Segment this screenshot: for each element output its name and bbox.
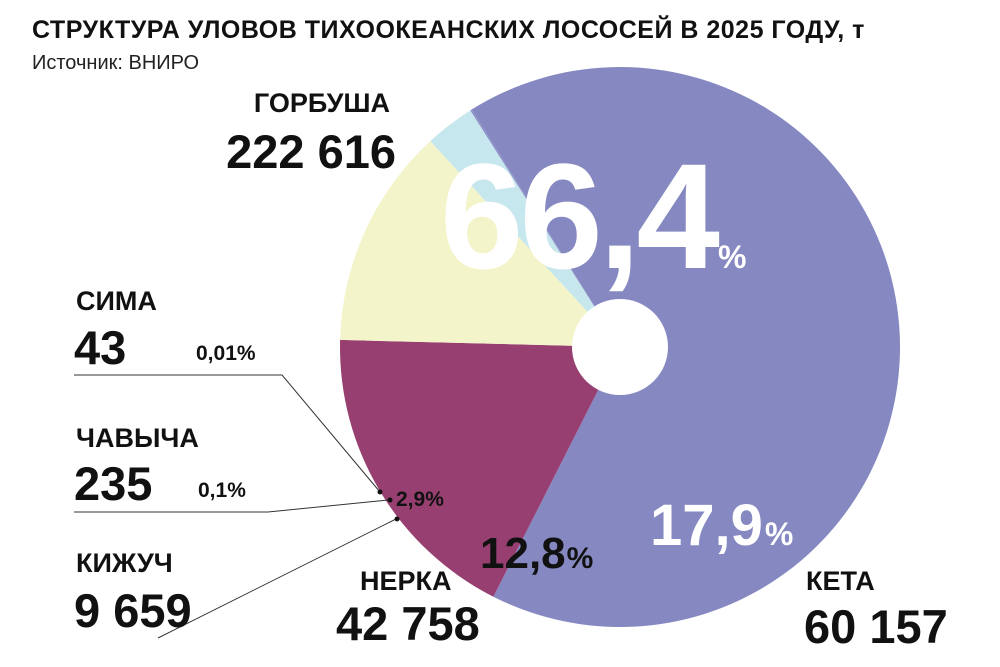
leader-dot-kizhuch xyxy=(394,516,400,522)
pie-slice-2 xyxy=(340,141,620,347)
label-chavycha-name: ЧАВЫЧА xyxy=(76,423,199,453)
label-gorbusha-value: 222 616 xyxy=(226,125,396,178)
pct-nerka: 12,8% xyxy=(480,529,593,578)
pct-kizhuch: 2,9% xyxy=(396,488,444,511)
label-sima-value: 43 xyxy=(74,321,126,374)
pie-center-hole xyxy=(572,299,668,395)
leader-line-kizhuch xyxy=(157,517,399,639)
pie-slice-3 xyxy=(430,110,620,347)
chart-title: СТРУКТУРА УЛОВОВ ТИХООКЕАНСКИХ ЛОСОСЕЙ В… xyxy=(32,16,865,44)
label-gorbusha-name: ГОРБУША xyxy=(254,88,390,118)
leader-dot-chavycha xyxy=(387,497,393,503)
label-keta-name: КЕТА xyxy=(806,566,875,596)
label-kizhuch-value: 9 659 xyxy=(74,584,192,637)
leader-line-sima xyxy=(74,374,381,493)
pie-slice-1 xyxy=(340,339,620,597)
label-keta-value: 60 157 xyxy=(804,600,948,653)
label-chavycha-value: 235 xyxy=(74,457,152,510)
pct-keta: 17,9% xyxy=(650,493,793,558)
label-chavycha-pct: 0,1% xyxy=(198,479,246,502)
label-sima-pct: 0,01% xyxy=(196,342,256,365)
leader-line-chavycha xyxy=(74,499,389,513)
label-nerka-name: НЕРКА xyxy=(360,566,452,596)
chart-source: Источник: ВНИРО xyxy=(32,52,200,74)
pct-gorbusha: 66,4% xyxy=(440,132,746,300)
leader-dot-sima xyxy=(377,489,383,495)
pie-slice-0 xyxy=(471,67,900,628)
label-nerka-value: 42 758 xyxy=(336,597,480,650)
label-sima-name: СИМА xyxy=(76,286,157,316)
label-kizhuch-name: КИЖУЧ xyxy=(76,548,173,578)
pie-slice-4 xyxy=(470,109,620,347)
pie-slice-5 xyxy=(471,109,620,347)
